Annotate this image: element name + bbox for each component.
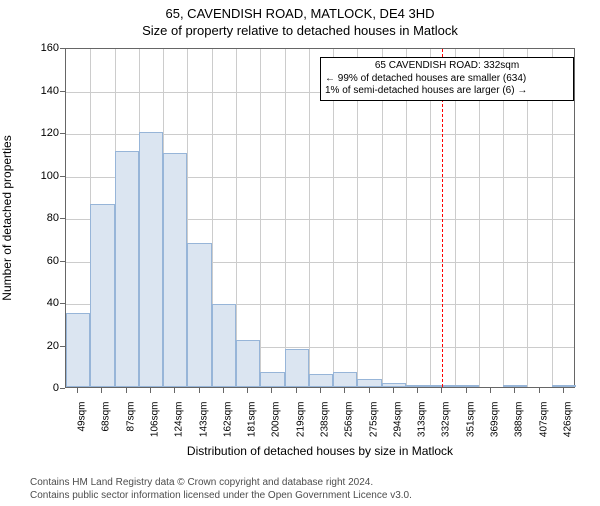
x-tick-label: 294sqm	[392, 402, 403, 438]
annotation-line: 65 CAVENDISH ROAD: 332sqm	[325, 60, 569, 73]
annotation-line: ← 99% of detached houses are smaller (63…	[325, 73, 569, 86]
x-tick-label: 238sqm	[320, 402, 331, 438]
histogram-bar	[455, 385, 479, 387]
x-tick-label: 369sqm	[490, 402, 501, 438]
x-tick-label: 275sqm	[368, 402, 379, 438]
x-tick-label: 49sqm	[77, 402, 88, 432]
title-main: 65, CAVENDISH ROAD, MATLOCK, DE4 3HD	[0, 6, 600, 21]
histogram-bar	[333, 372, 357, 387]
histogram-bar	[357, 379, 381, 388]
histogram-bar	[212, 304, 236, 387]
y-tick-label: 140	[29, 85, 59, 97]
annotation-line: 1% of semi-detached houses are larger (6…	[325, 85, 569, 98]
x-tick-label: 124sqm	[174, 402, 185, 438]
y-tick-label: 60	[29, 255, 59, 267]
title-sub: Size of property relative to detached ho…	[0, 23, 600, 38]
footer-line-2: Contains public sector information licen…	[30, 490, 590, 503]
y-axis-label: Number of detached properties	[0, 135, 14, 300]
annotation-box: 65 CAVENDISH ROAD: 332sqm← 99% of detach…	[320, 57, 574, 101]
x-axis-label: Distribution of detached houses by size …	[65, 444, 575, 458]
histogram-bar	[552, 385, 576, 387]
y-tick-label: 120	[29, 127, 59, 139]
y-tick-label: 80	[29, 212, 59, 224]
x-tick-label: 256sqm	[344, 402, 355, 438]
x-tick-label: 407sqm	[538, 402, 549, 438]
x-tick-label: 181sqm	[247, 402, 258, 438]
histogram-bar	[382, 383, 406, 387]
histogram-bar	[309, 374, 333, 387]
histogram-bar	[236, 340, 260, 387]
histogram-plot-area: 65 CAVENDISH ROAD: 332sqm← 99% of detach…	[65, 48, 575, 388]
x-tick-label: 87sqm	[125, 402, 136, 432]
footer-attribution: Contains HM Land Registry data © Crown c…	[30, 477, 590, 502]
x-tick-label: 426sqm	[562, 402, 573, 438]
histogram-bar	[115, 151, 139, 387]
x-tick-label: 219sqm	[295, 402, 306, 438]
histogram-bar	[285, 349, 309, 387]
x-tick-label: 388sqm	[514, 402, 525, 438]
x-tick-label: 162sqm	[222, 402, 233, 438]
x-tick-label: 200sqm	[271, 402, 282, 438]
y-tick-label: 40	[29, 297, 59, 309]
x-tick-label: 313sqm	[417, 402, 428, 438]
x-tick-label: 143sqm	[198, 402, 209, 438]
y-tick-label: 20	[29, 340, 59, 352]
x-tick-label: 351sqm	[465, 402, 476, 438]
histogram-bar	[90, 204, 114, 387]
y-tick-label: 160	[29, 42, 59, 54]
x-tick-label: 68sqm	[101, 402, 112, 432]
histogram-bar	[406, 385, 430, 387]
histogram-bar	[187, 243, 211, 388]
histogram-bar	[163, 153, 187, 387]
histogram-bar	[66, 313, 90, 387]
y-tick-label: 0	[29, 382, 59, 394]
x-tick-label: 332sqm	[441, 402, 452, 438]
footer-line-1: Contains HM Land Registry data © Crown c…	[30, 477, 590, 490]
histogram-bar	[503, 385, 527, 387]
histogram-bar	[139, 132, 163, 387]
histogram-bar	[260, 372, 284, 387]
x-tick-label: 106sqm	[150, 402, 161, 438]
y-tick-label: 100	[29, 170, 59, 182]
